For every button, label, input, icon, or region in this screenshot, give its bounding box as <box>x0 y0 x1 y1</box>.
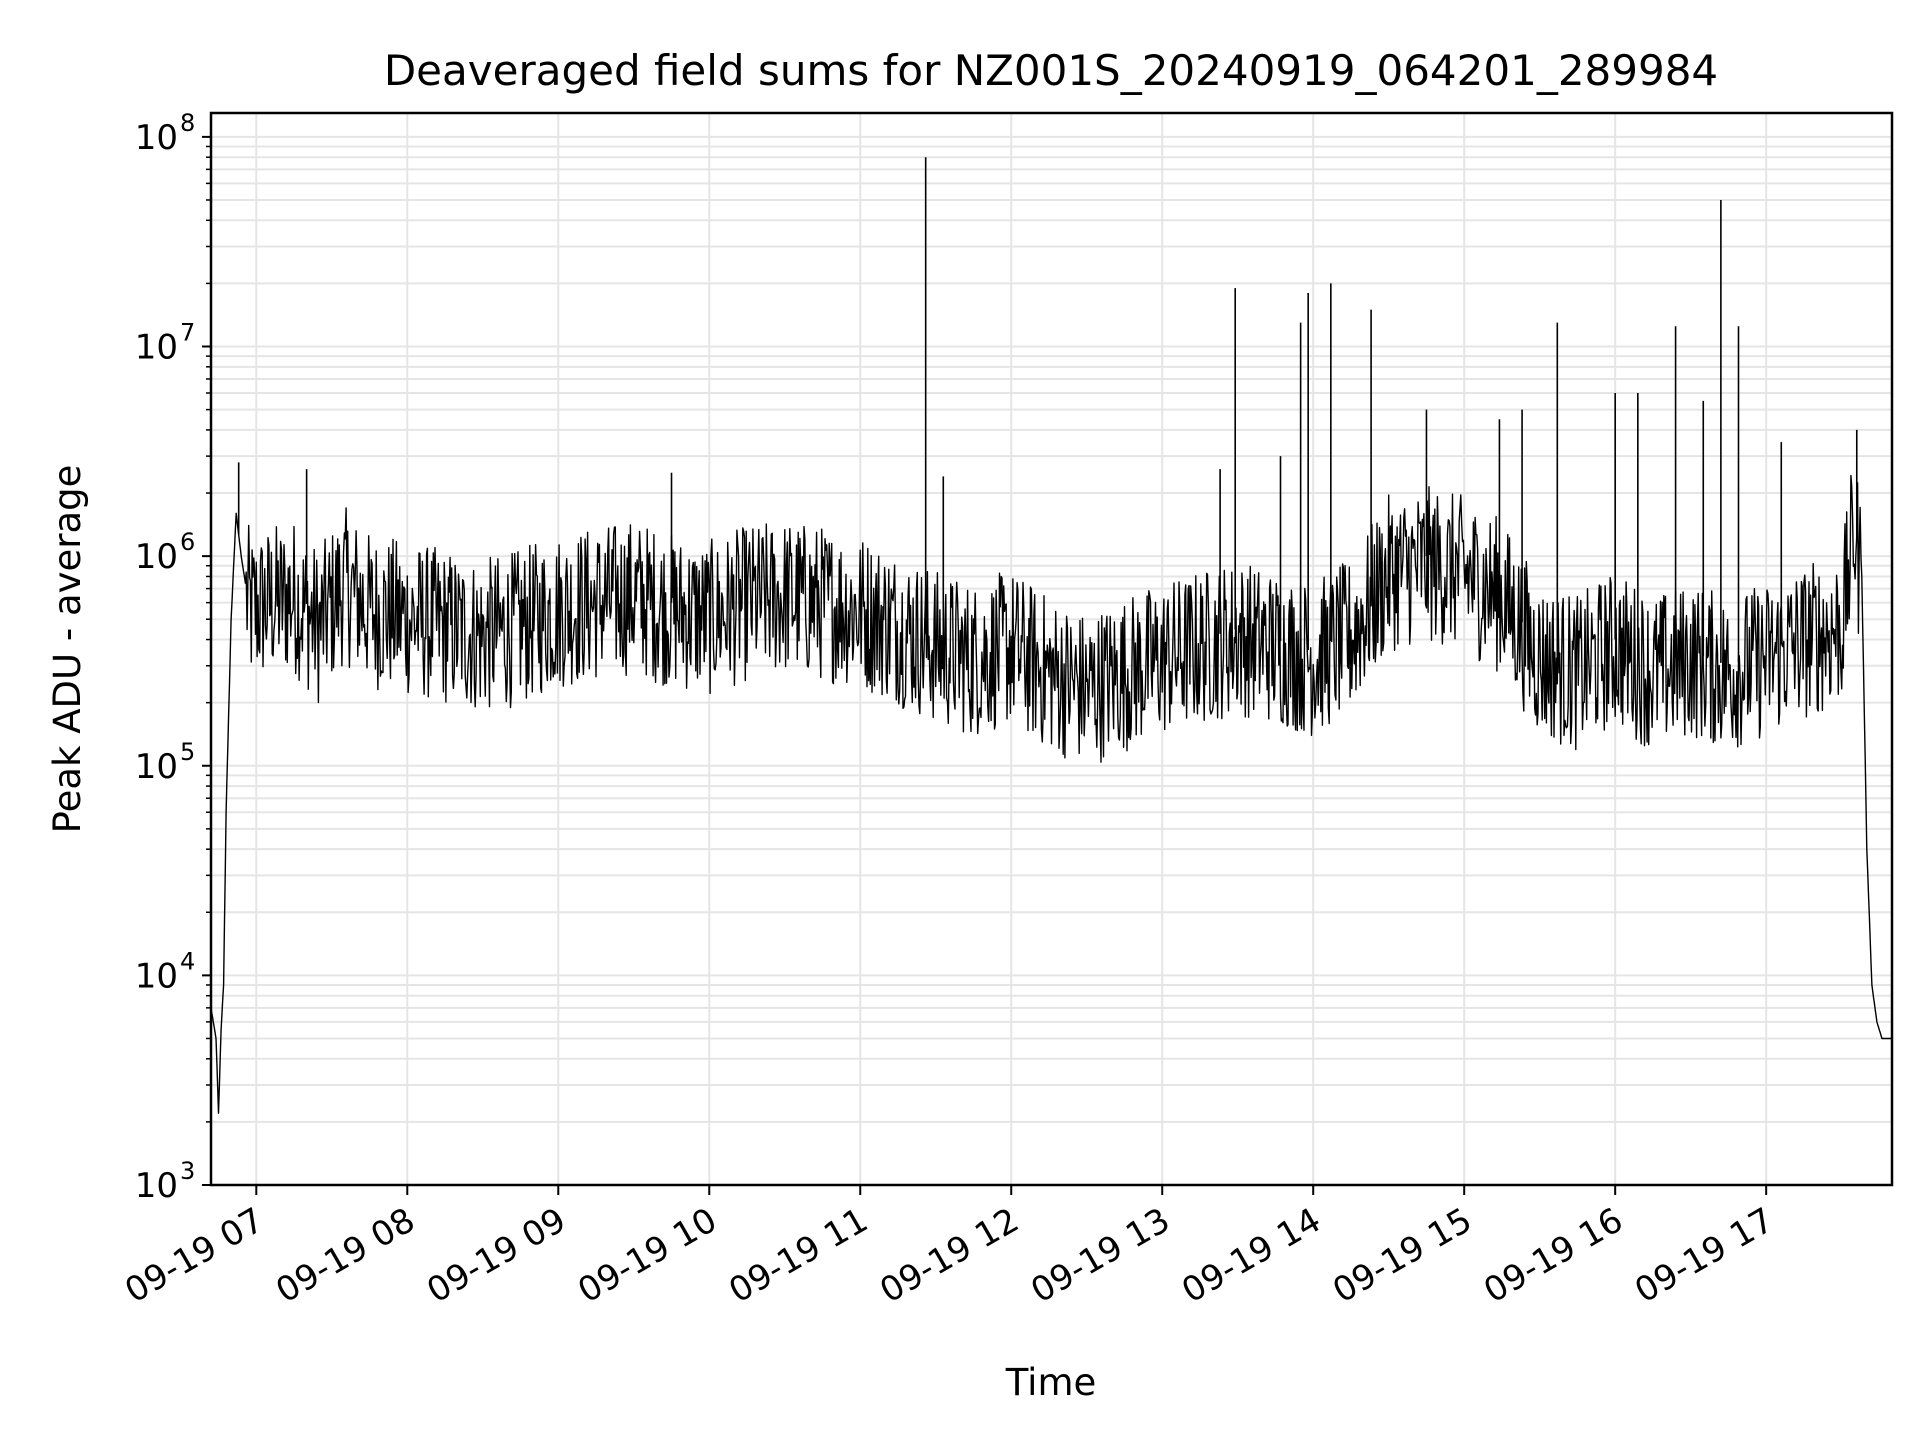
y-tick-label-exponent: 6 <box>180 528 195 556</box>
y-tick-label: 10 5 <box>135 738 196 787</box>
y-tick-label-base: 10 <box>135 328 178 368</box>
chart-title: Deaveraged field sums for NZ001S_2024091… <box>384 46 1718 95</box>
y-tick-label-exponent: 8 <box>180 109 195 137</box>
y-tick-label: 10 7 <box>135 319 196 368</box>
y-tick-label-exponent: 7 <box>180 319 195 347</box>
y-tick-label: 10 6 <box>135 528 196 577</box>
y-tick-label-exponent: 3 <box>180 1157 195 1185</box>
x-axis-label: Time <box>1005 1361 1097 1404</box>
y-tick-label-base: 10 <box>135 537 178 577</box>
y-tick-label-base: 10 <box>135 118 178 158</box>
y-axis-label: Peak ADU - average <box>46 465 89 834</box>
y-tick-label: 10 8 <box>135 109 196 158</box>
y-tick-label-exponent: 4 <box>180 947 195 975</box>
data-lines <box>210 157 1892 1114</box>
data-series-line <box>210 474 1892 1114</box>
plot-frame <box>209 111 1894 1187</box>
y-tick-label: 10 3 <box>135 1157 196 1206</box>
y-tick-label-base: 10 <box>135 956 178 996</box>
y-tick-label-exponent: 5 <box>180 738 195 766</box>
y-tick-label: 10 4 <box>135 947 196 996</box>
y-tick-label-base: 10 <box>135 1166 178 1206</box>
y-tick-label-base: 10 <box>135 747 178 787</box>
